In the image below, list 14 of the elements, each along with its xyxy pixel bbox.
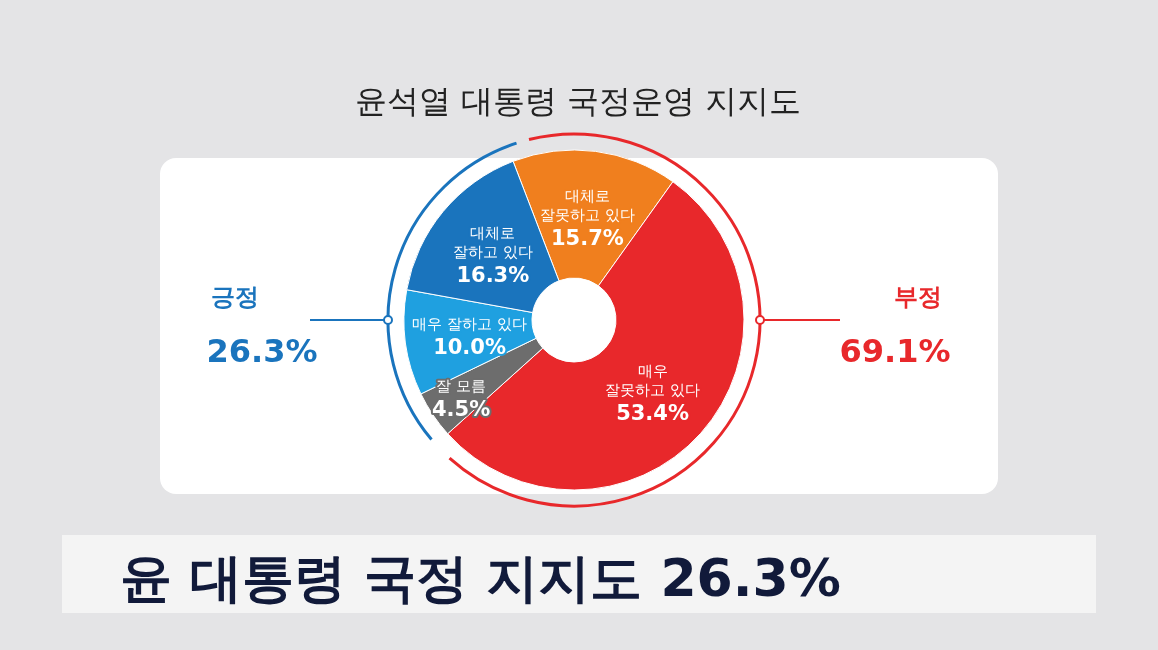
- text: 26.3%: [206, 332, 318, 370]
- text: 윤 대통령 국정 지지도 26.3%: [120, 548, 841, 608]
- slice-label: 매우 잘하고 있다: [412, 315, 527, 334]
- text: 69.1%: [839, 332, 951, 370]
- text: 부정: [894, 283, 942, 311]
- slice-label: 매우 잘못하고 있다: [605, 361, 700, 399]
- text: 긍정: [211, 283, 259, 311]
- data-label: 53.4%: [616, 400, 690, 425]
- slice-label: 대체로 잘하고 있다: [452, 224, 533, 262]
- data-label: 10.0%: [433, 335, 506, 360]
- slice-label: 대체로 잘못하고 있다: [539, 186, 635, 224]
- chart-title: 윤석열 대통령 국정운영 지지도: [354, 82, 802, 120]
- data-label: 16.3%: [456, 263, 530, 288]
- data-label: 15.7%: [550, 225, 624, 250]
